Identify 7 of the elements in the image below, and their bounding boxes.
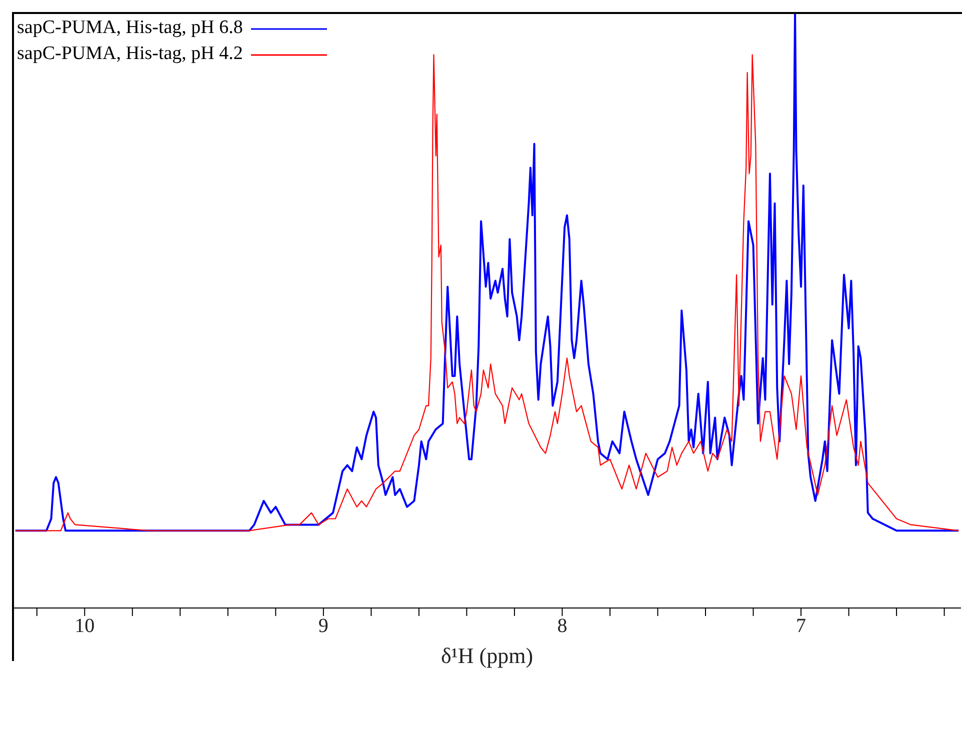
x-axis-title: δ¹H (ppm) [440,643,534,668]
legend-label: sapC-PUMA, His-tag, pH 4.2 [17,42,243,66]
legend-label: sapC-PUMA, His-tag, pH 6.8 [17,16,243,40]
x-tick-label: 9 [318,615,328,638]
x-tick-label: 7 [796,615,806,638]
x-tick-label: 10 [74,615,95,638]
x-tick-label: 8 [557,615,568,638]
